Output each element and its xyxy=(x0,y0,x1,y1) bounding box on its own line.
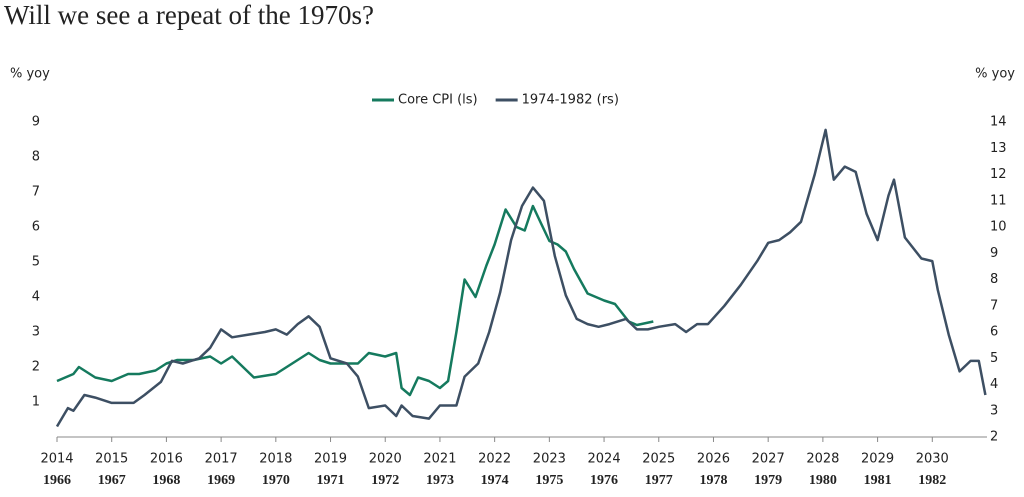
y2-axis-label: % yoy xyxy=(975,67,1015,82)
y2-tick-label: 6 xyxy=(990,325,998,340)
x-tick-label: 2028 xyxy=(806,452,839,467)
x2-tick-label: 1973 xyxy=(426,473,454,488)
y-tick-label: 4 xyxy=(32,290,40,305)
y-tick-label: 5 xyxy=(32,255,40,270)
x-tick-label: 2026 xyxy=(697,452,730,467)
x2-tick-label: 1969 xyxy=(207,473,235,488)
x-tick-label: 2024 xyxy=(588,452,621,467)
y-tick-label: 6 xyxy=(32,220,40,235)
y2-tick-label: 10 xyxy=(990,220,1007,235)
series-line xyxy=(55,128,987,428)
y-tick-label: 1 xyxy=(32,395,40,410)
y2-tick-label: 11 xyxy=(990,193,1007,208)
x-tick-label: 2021 xyxy=(423,452,456,467)
x-tick-label: 2022 xyxy=(478,452,511,467)
x-tick-label: 2027 xyxy=(752,452,785,467)
y-tick-label: 8 xyxy=(32,150,40,165)
y-tick-label: 7 xyxy=(32,185,40,200)
x-tick-label: 2029 xyxy=(861,452,894,467)
x-tick-label: 2025 xyxy=(642,452,675,467)
x2-tick-label: 1966 xyxy=(43,473,71,488)
y2-tick-label: 3 xyxy=(990,403,998,418)
legend-label: Core CPI (ls) xyxy=(398,93,478,108)
chart-title: Will we see a repeat of the 1970s? xyxy=(4,0,374,30)
x-tick-label: 2015 xyxy=(95,452,128,467)
y2-tick-label: 12 xyxy=(990,167,1007,182)
x-tick-label: 2017 xyxy=(205,452,238,467)
x2-tick-label: 1976 xyxy=(590,473,618,488)
y-tick-label: 2 xyxy=(32,360,40,375)
y2-tick-label: 7 xyxy=(990,298,998,313)
x-tick-label: 2030 xyxy=(916,452,949,467)
y2-tick-label: 13 xyxy=(990,141,1007,156)
x-tick-label: 2018 xyxy=(259,452,292,467)
y2-tick-label: 14 xyxy=(990,115,1007,130)
y-tick-label: 9 xyxy=(32,115,40,130)
x2-tick-label: 1979 xyxy=(754,473,782,488)
x-tick-label: 2023 xyxy=(533,452,566,467)
x2-tick-label: 1982 xyxy=(918,473,946,488)
x2-tick-label: 1980 xyxy=(809,473,837,488)
y-tick-label: 3 xyxy=(32,325,40,340)
x2-tick-label: 1972 xyxy=(371,473,399,488)
x2-tick-label: 1971 xyxy=(317,473,345,488)
x2-tick-label: 1970 xyxy=(262,473,290,488)
x2-tick-label: 1974 xyxy=(481,473,509,488)
x2-tick-label: 1968 xyxy=(152,473,180,488)
y2-tick-label: 8 xyxy=(990,272,998,287)
x-tick-label: 2014 xyxy=(40,452,73,467)
y2-tick-label: 4 xyxy=(990,377,998,392)
y2-tick-label: 9 xyxy=(990,246,998,261)
x2-tick-label: 1978 xyxy=(699,473,727,488)
x2-tick-label: 1967 xyxy=(98,473,126,488)
x2-tick-label: 1981 xyxy=(864,473,892,488)
x-tick-label: 2016 xyxy=(150,452,183,467)
y2-tick-label: 2 xyxy=(990,430,998,445)
y-axis-label: % yoy xyxy=(10,67,50,82)
y2-tick-label: 5 xyxy=(990,351,998,366)
x2-tick-label: 1975 xyxy=(535,473,563,488)
x2-tick-label: 1977 xyxy=(645,473,673,488)
series-line xyxy=(56,204,654,397)
legend-label: 1974-1982 (rs) xyxy=(522,93,619,108)
x-tick-label: 2019 xyxy=(314,452,347,467)
x-tick-label: 2020 xyxy=(369,452,402,467)
